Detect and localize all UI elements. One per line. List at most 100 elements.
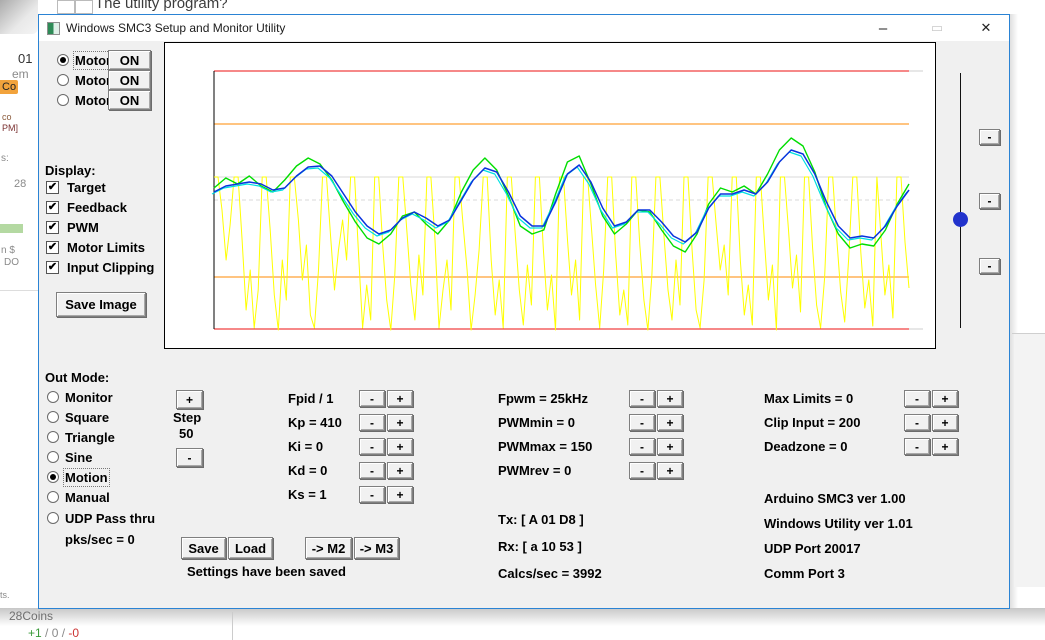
pwmrev-minus-button[interactable]: - (629, 462, 655, 479)
bg-green-bar (0, 224, 23, 233)
checkbox-feedback[interactable]: ✔ (46, 201, 59, 214)
pwmmin-plus-button[interactable]: + (657, 414, 683, 431)
max-limits-plus-button[interactable]: + (932, 390, 958, 407)
step-minus-button[interactable]: - (176, 448, 203, 467)
close-button[interactable]: ✕ (967, 15, 1005, 41)
ki-minus-button[interactable]: - (359, 438, 385, 455)
pks-per-sec-label: pks/sec = 0 (65, 532, 135, 547)
bg-coins-label: 28Coins (9, 609, 53, 623)
deadzone-minus-button[interactable]: - (904, 438, 930, 455)
fpid-minus-button[interactable]: - (359, 390, 385, 407)
info-utility-version: Windows Utility ver 1.01 (764, 516, 913, 531)
bg-fragment-em: em (12, 67, 29, 81)
info-udp-port: UDP Port 20017 (764, 541, 861, 556)
minimize-icon: – (879, 20, 887, 37)
scale-minus-button-2[interactable]: - (979, 193, 1000, 209)
bg-fragment-ns: n $ (1, 245, 15, 256)
fpwm-label: Fpwm = 25kHz (498, 391, 588, 406)
clip-input-label: Clip Input = 200 (764, 415, 860, 430)
scale-slider-track[interactable] (960, 73, 961, 328)
max-limits-minus-button[interactable]: - (904, 390, 930, 407)
minimize-button[interactable]: – (864, 15, 902, 41)
pwmmax-plus-button[interactable]: + (657, 438, 683, 455)
bg-orange-chip[interactable]: Co (0, 80, 18, 94)
kp-minus-button[interactable]: - (359, 414, 385, 431)
status-text: Settings have been saved (187, 564, 346, 579)
pwmmax-minus-button[interactable]: - (629, 438, 655, 455)
radio-manual[interactable] (47, 491, 59, 503)
deadzone-label: Deadzone = 0 (764, 439, 847, 454)
radio-monitor[interactable] (47, 391, 59, 403)
fpwm-plus-button[interactable]: + (657, 390, 683, 407)
scale-slider-thumb[interactable] (953, 212, 968, 227)
radio-motor-3[interactable] (57, 94, 69, 106)
radio-motor-2[interactable] (57, 74, 69, 86)
bg-fragment-s: s: (1, 153, 9, 164)
deadzone-plus-button[interactable]: + (932, 438, 958, 455)
bg-fragment-do: DO (4, 257, 19, 268)
display-heading: Display: (45, 163, 96, 178)
checkbox-target[interactable]: ✔ (46, 181, 59, 194)
pwmmin-minus-button[interactable]: - (629, 414, 655, 431)
copy-to-m3-button[interactable]: -> M3 (354, 537, 399, 559)
checkbox-pwm[interactable]: ✔ (46, 221, 59, 234)
ki-label: Ki = 0 (288, 439, 323, 454)
calcs-per-sec: Calcs/sec = 3992 (498, 566, 602, 581)
bg-fragment-pm: PM] (2, 123, 18, 133)
load-button[interactable]: Load (228, 537, 273, 559)
page-top-cell-1 (57, 0, 75, 14)
kd-plus-button[interactable]: + (387, 462, 413, 479)
ki-plus-button[interactable]: + (387, 438, 413, 455)
radio-monitor-label: Monitor (65, 390, 113, 405)
clip-input-minus-button[interactable]: - (904, 414, 930, 431)
motor-1-on-button[interactable]: ON (108, 50, 151, 70)
checkbox-input-clipping[interactable]: ✔ (46, 261, 59, 274)
checkbox-feedback-label: Feedback (67, 200, 127, 215)
bg-left-divider (0, 290, 38, 291)
pwmmin-label: PWMmin = 0 (498, 415, 575, 430)
radio-motion-label: Motion (65, 470, 108, 485)
radio-motion[interactable] (47, 471, 59, 483)
window-title: Windows SMC3 Setup and Monitor Utility (66, 21, 285, 35)
motor-3-on-button[interactable]: ON (108, 90, 151, 110)
radio-square[interactable] (47, 411, 59, 423)
info-comm-port: Comm Port 3 (764, 566, 845, 581)
waveform-svg (165, 43, 935, 348)
clip-input-plus-button[interactable]: + (932, 414, 958, 431)
radio-motor-1[interactable] (57, 54, 69, 66)
ks-label: Ks = 1 (288, 487, 327, 502)
bg-fragment-co: co (2, 112, 12, 122)
copy-to-m2-button[interactable]: -> M2 (305, 537, 352, 559)
step-label: Step (173, 410, 201, 425)
checkbox-motor-limits[interactable]: ✔ (46, 241, 59, 254)
save-image-button[interactable]: Save Image (56, 292, 146, 317)
kp-plus-button[interactable]: + (387, 414, 413, 431)
kd-minus-button[interactable]: - (359, 462, 385, 479)
ks-minus-button[interactable]: - (359, 486, 385, 503)
bg-bottom-divider (232, 612, 233, 640)
step-plus-button[interactable]: + (176, 390, 203, 409)
save-button[interactable]: Save (181, 537, 226, 559)
scale-minus-button-3[interactable]: - (979, 258, 1000, 274)
checkbox-pwm-label: PWM (67, 220, 99, 235)
info-arduino-version: Arduino SMC3 ver 1.00 (764, 491, 906, 506)
bg-orange-chip-label: Co (2, 81, 16, 93)
checkbox-input-clipping-label: Input Clipping (67, 260, 154, 275)
titlebar[interactable]: Windows SMC3 Setup and Monitor Utility –… (39, 15, 1009, 41)
motor-2-on-button[interactable]: ON (108, 70, 151, 90)
max-limits-label: Max Limits = 0 (764, 391, 853, 406)
radio-triangle[interactable] (47, 431, 59, 443)
radio-sine[interactable] (47, 451, 59, 463)
rx-value: Rx: [ a 10 53 ] (498, 539, 582, 554)
fpwm-minus-button[interactable]: - (629, 390, 655, 407)
bg-fragment-01: 01 (18, 51, 32, 66)
bg-vote-counts: +1 / 0 / -0 (28, 626, 79, 640)
pwmrev-plus-button[interactable]: + (657, 462, 683, 479)
radio-udp-pass-thru[interactable] (47, 512, 59, 524)
ks-plus-button[interactable]: + (387, 486, 413, 503)
fpid-plus-button[interactable]: + (387, 390, 413, 407)
bg-vote-plus: +1 (28, 626, 42, 640)
radio-udp-pass-thru-label: UDP Pass thru (65, 511, 155, 526)
scale-minus-button-1[interactable]: - (979, 129, 1000, 145)
maximize-button[interactable]: ▭ (918, 15, 956, 41)
